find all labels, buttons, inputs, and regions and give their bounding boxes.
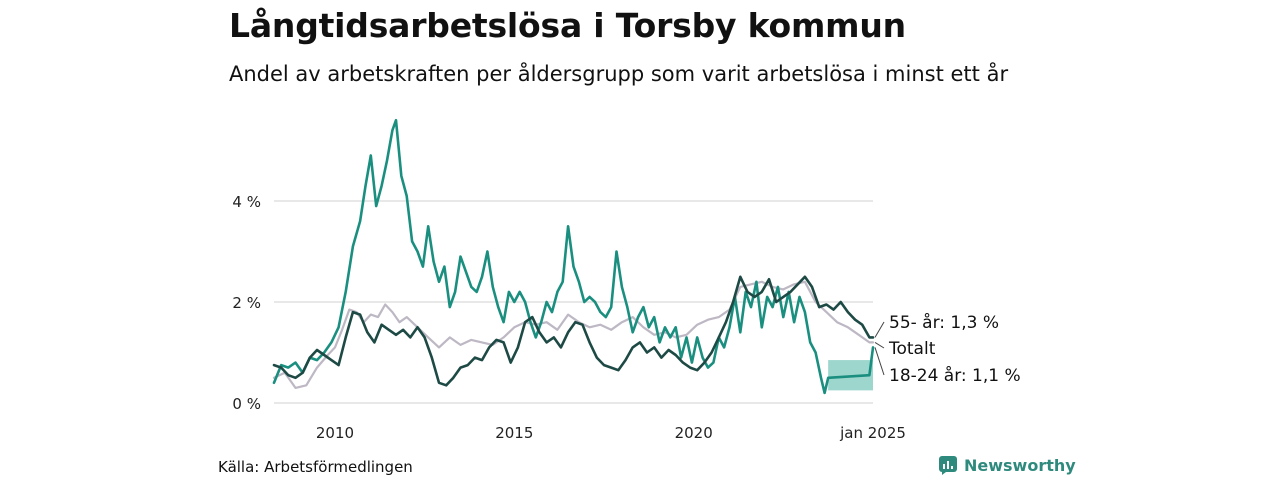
gridlines bbox=[274, 200, 873, 404]
x-tick-label: jan 2025 bbox=[839, 424, 906, 442]
series-end-label: 18-24 år: 1,1 % bbox=[889, 365, 1021, 386]
brand-name: Newsworthy bbox=[964, 455, 1076, 475]
y-tick-label: 0 % bbox=[232, 395, 261, 413]
series-lines bbox=[272, 118, 875, 395]
x-tick-label: 2015 bbox=[495, 424, 533, 442]
series-end-label: 55- år: 1,3 % bbox=[889, 312, 999, 333]
brand-logo[interactable]: Newsworthy bbox=[938, 455, 1076, 475]
chart-title: Långtidsarbetslösa i Torsby kommun bbox=[229, 6, 906, 45]
label-leader-line bbox=[874, 321, 885, 338]
label-leader-line bbox=[874, 347, 885, 376]
series-line-55-r bbox=[272, 275, 875, 387]
chart-subtitle: Andel av arbetskraften per åldersgrupp s… bbox=[229, 62, 1009, 86]
series-end-label: Totalt bbox=[888, 339, 936, 359]
newsworthy-logo-icon bbox=[939, 456, 957, 475]
series-line-18-24-r bbox=[272, 118, 875, 395]
x-axis-ticks: 2010 2015 2020 jan 2025 bbox=[316, 424, 906, 442]
source-note: Källa: Arbetsförmedlingen bbox=[218, 458, 413, 476]
x-tick-label: 2020 bbox=[675, 424, 713, 442]
label-leader-line bbox=[874, 341, 885, 349]
series-labels: Totalt 18-24 år: 1,1 % 55- år: 1,3 % bbox=[874, 312, 1021, 386]
y-tick-label: 2 % bbox=[232, 294, 261, 312]
y-axis-ticks: 0 % 2 % 4 % bbox=[232, 193, 261, 413]
x-tick-label: 2010 bbox=[316, 424, 354, 442]
y-tick-label: 4 % bbox=[232, 193, 261, 211]
